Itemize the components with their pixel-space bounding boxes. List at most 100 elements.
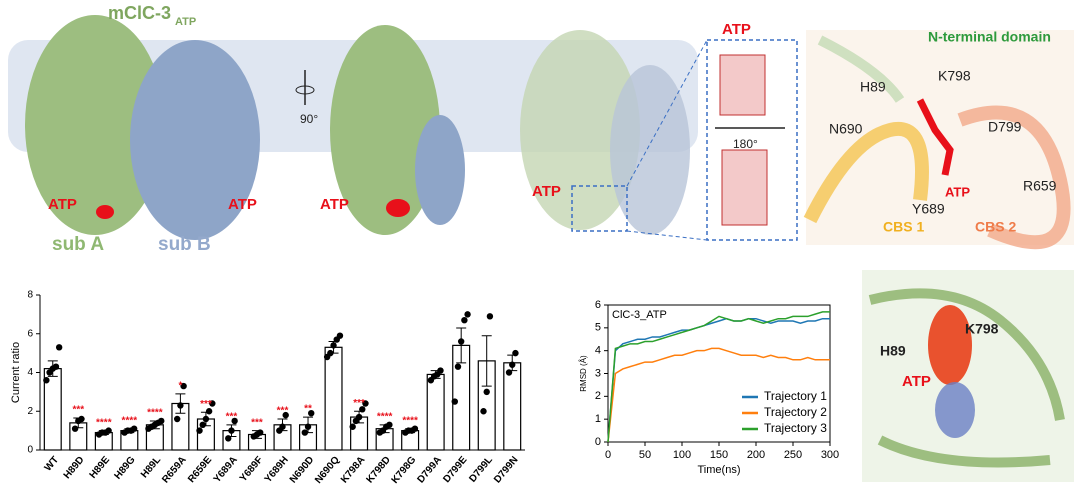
ribbon-model	[868, 288, 1065, 468]
flip-label: 180°	[733, 137, 758, 151]
x-tick-label: K798A	[339, 455, 367, 486]
data-point	[362, 400, 369, 407]
x-axis-label: Time(ns)	[698, 464, 741, 476]
x-tick-label: H89D	[62, 455, 87, 482]
y-tick-label: 1	[595, 413, 601, 425]
x-tick-label: D799A	[416, 455, 444, 486]
x-tick-label: WT	[43, 455, 61, 474]
data-point	[105, 427, 112, 434]
residue-label: Y689	[912, 201, 945, 217]
atp-molecule	[916, 98, 954, 176]
cbs1-label: CBS 1	[883, 219, 924, 235]
atp-label: ATP	[532, 183, 561, 200]
significance: ***	[226, 411, 238, 422]
chart-title: ClC-3_ATP	[612, 309, 667, 321]
data-point	[336, 332, 344, 339]
trajectory-line	[607, 311, 830, 443]
data-point	[78, 415, 85, 423]
data-point	[355, 413, 363, 421]
significance: ***	[200, 399, 212, 410]
legend-label: Trajectory 2	[764, 405, 827, 419]
data-point	[486, 313, 494, 320]
error-bar	[481, 335, 492, 387]
data-point	[71, 425, 79, 432]
data-point	[411, 425, 419, 432]
x-tick-label: K798D	[364, 455, 392, 486]
x-tick-label: 50	[639, 449, 651, 461]
x-tick-label: 150	[710, 449, 728, 461]
legend-label: Trajectory 1	[764, 389, 827, 403]
trajectory-line	[607, 317, 830, 443]
x-tick-label: 0	[605, 449, 611, 461]
data-point	[209, 400, 216, 407]
significance: ****	[122, 415, 138, 426]
residue-label: K798	[938, 68, 971, 84]
data-point	[279, 423, 286, 430]
n-terminal-label: N-terminal domain	[928, 29, 1051, 45]
x-tick-label: 300	[821, 449, 839, 461]
atp-label: ATP	[902, 373, 931, 390]
y-tick-label: 4	[595, 345, 601, 357]
atp-density-map	[721, 149, 768, 226]
data-point	[480, 408, 487, 415]
data-point	[225, 435, 232, 442]
data-point	[43, 377, 50, 384]
x-tick-label: H89G	[112, 454, 137, 481]
data-point	[282, 411, 289, 419]
residue-label: N690	[829, 121, 863, 137]
significance: ***	[251, 417, 263, 428]
data-point	[464, 311, 471, 318]
data-point	[308, 409, 315, 417]
data-point	[437, 367, 444, 374]
sub-b-label: sub B	[158, 234, 211, 255]
data-point	[177, 402, 184, 409]
ribbon-model	[610, 65, 690, 235]
data-point	[180, 382, 187, 390]
inset-box	[571, 185, 628, 232]
significance: ***	[72, 405, 84, 416]
data-point	[199, 421, 206, 429]
n-terminal-ribbon	[817, 35, 905, 103]
rotation-label: 90°	[300, 112, 318, 126]
x-tick-label: 200	[747, 449, 765, 461]
atp-label: ATP	[320, 196, 349, 213]
data-point	[231, 417, 238, 425]
data-point	[52, 363, 60, 370]
data-point	[509, 361, 516, 368]
y-tick-label: 0	[595, 436, 601, 448]
significance: ****	[147, 408, 163, 419]
x-tick-label: D799N	[492, 455, 520, 486]
atp-density-map	[719, 54, 766, 116]
x-tick-label: Y689A	[212, 455, 240, 485]
x-tick-label: H89E	[88, 454, 113, 480]
data-point	[327, 349, 334, 357]
x-tick-label: R659A	[160, 455, 188, 486]
data-point	[386, 421, 393, 429]
x-tick-label: D799L	[467, 455, 495, 485]
cbs2-ribbon	[957, 105, 1071, 250]
significance: *	[178, 380, 182, 391]
significance: ****	[96, 417, 112, 428]
data-point	[349, 423, 356, 430]
atp-density	[96, 205, 114, 219]
subunit-a	[25, 15, 165, 235]
residue-label: H89	[880, 343, 906, 359]
atp-label: ATP	[48, 196, 77, 213]
significance: ****	[402, 415, 418, 426]
x-tick-label: N690Q	[313, 454, 342, 486]
data-point	[512, 349, 519, 357]
data-point	[461, 316, 468, 324]
atp-label: ATP	[722, 21, 751, 38]
y-tick-label: 2	[27, 406, 33, 417]
x-tick-label: D799E	[441, 454, 469, 485]
data-point	[173, 415, 181, 423]
y-tick-label: 2	[595, 390, 601, 402]
data-point	[330, 342, 337, 349]
cbs1-ribbon	[803, 121, 929, 224]
data-point	[359, 406, 366, 413]
x-tick-label: Y689H	[263, 455, 291, 485]
significance: ***	[277, 406, 289, 417]
trajectory-line	[607, 347, 830, 443]
x-tick-label: R659E	[186, 454, 214, 485]
data-point	[256, 429, 264, 436]
